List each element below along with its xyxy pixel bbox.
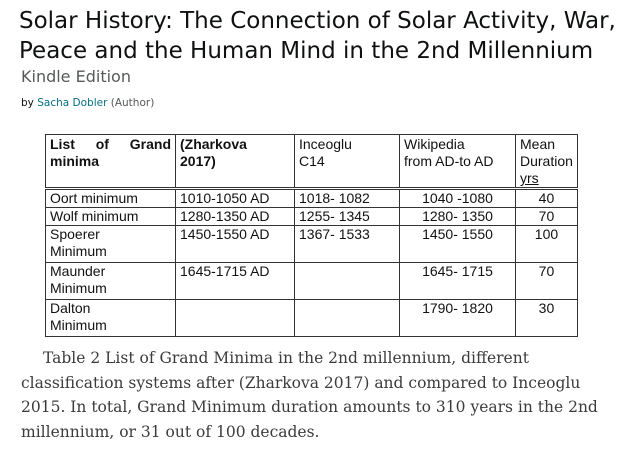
header-word-grand: Grand <box>129 136 171 152</box>
header-wikipedia: Wikipedia from AD-to AD <box>399 134 516 190</box>
cell-duration: 30 <box>515 299 578 337</box>
table-row: Wolf minimum 1280-1350 AD 1255- 1345 128… <box>45 207 578 226</box>
table-caption-text: Table 2 List of Grand Minima in the 2nd … <box>21 349 598 441</box>
cell-wikipedia: 1450- 1550 <box>399 225 516 263</box>
table-row: Dalton Minimum 1790- 1820 30 <box>45 299 578 337</box>
header-inceoglu-line1: Inceoglu <box>299 136 352 152</box>
table-row: Oort minimum 1010-1050 AD 1018- 1082 104… <box>45 188 578 208</box>
cell-minimum-name-line1: Maunder <box>50 263 106 279</box>
cell-inceoglu <box>294 299 400 337</box>
cell-duration: 100 <box>515 225 578 263</box>
cell-inceoglu: 1367- 1533 <box>294 225 400 263</box>
cell-inceoglu: 1255- 1345 <box>294 207 400 226</box>
header-duration-line2: Duration <box>520 153 573 169</box>
cell-minimum-name-line2: Minimum <box>50 243 107 259</box>
header-word-of: of <box>95 136 109 152</box>
header-word-minima: minima <box>50 153 100 169</box>
cell-minimum-name-line1: Spoerer <box>50 226 100 242</box>
header-duration-line1: Mean <box>520 136 556 152</box>
cell-zharkova: 1280-1350 AD <box>175 207 295 226</box>
table-header-row: List of Grand minima (Zharkova 2017) Inc… <box>45 134 578 190</box>
cell-minimum-name: Maunder Minimum <box>45 262 176 300</box>
cell-inceoglu: 1018- 1082 <box>294 188 400 208</box>
table-row: Spoerer Minimum 1450-1550 AD 1367- 1533 … <box>45 225 578 263</box>
cell-minimum-name-line2: Minimum <box>50 317 107 333</box>
grand-minima-table: List of Grand minima (Zharkova 2017) Inc… <box>45 134 578 337</box>
header-inceoglu: Inceoglu C14 <box>294 134 400 190</box>
cell-minimum-name-line2: Minimum <box>50 280 107 296</box>
cell-zharkova: 1450-1550 AD <box>175 225 295 263</box>
table-row: Maunder Minimum 1645-1715 AD 1645- 1715 … <box>45 262 578 300</box>
header-list-of-grand-minima: List of Grand minima <box>45 134 176 190</box>
header-wikipedia-line1: Wikipedia <box>404 136 465 152</box>
author-link[interactable]: Sacha Dobler <box>37 97 108 109</box>
cell-duration: 70 <box>515 207 578 226</box>
cell-zharkova: 1645-1715 AD <box>175 262 295 300</box>
header-wikipedia-line2: from AD-to AD <box>404 153 494 169</box>
cell-wikipedia: 1040 -1080 <box>399 188 516 208</box>
cell-minimum-name: Dalton Minimum <box>45 299 176 337</box>
cell-minimum-name-line1: Dalton <box>50 300 91 316</box>
book-edition: Kindle Edition <box>21 67 131 86</box>
book-title: Solar History: The Connection of Solar A… <box>19 8 616 64</box>
cell-minimum-name: Oort minimum <box>45 188 176 208</box>
header-mean-duration: Mean Duration yrs <box>515 134 578 190</box>
header-zharkova: (Zharkova 2017) <box>175 134 295 190</box>
by-prefix: by <box>21 97 34 109</box>
cell-zharkova <box>175 299 295 337</box>
header-word-list: List <box>50 136 75 152</box>
header-inceoglu-line2: C14 <box>299 153 325 169</box>
header-zharkova-line2: 2017) <box>180 153 216 169</box>
cell-duration: 70 <box>515 262 578 300</box>
cell-wikipedia: 1790- 1820 <box>399 299 516 337</box>
cell-duration: 40 <box>515 188 578 208</box>
cell-minimum-name: Spoerer Minimum <box>45 225 176 263</box>
cell-wikipedia: 1280- 1350 <box>399 207 516 226</box>
cell-wikipedia: 1645- 1715 <box>399 262 516 300</box>
cell-zharkova: 1010-1050 AD <box>175 188 295 208</box>
header-duration-line3: yrs <box>520 170 539 186</box>
cell-inceoglu <box>294 262 400 300</box>
header-zharkova-line1: (Zharkova <box>180 136 247 152</box>
cell-minimum-name: Wolf minimum <box>45 207 176 226</box>
author-role: (Author) <box>110 97 155 109</box>
byline: by Sacha Dobler (Author) <box>21 97 154 109</box>
table-caption: Table 2 List of Grand Minima in the 2nd … <box>21 346 621 444</box>
